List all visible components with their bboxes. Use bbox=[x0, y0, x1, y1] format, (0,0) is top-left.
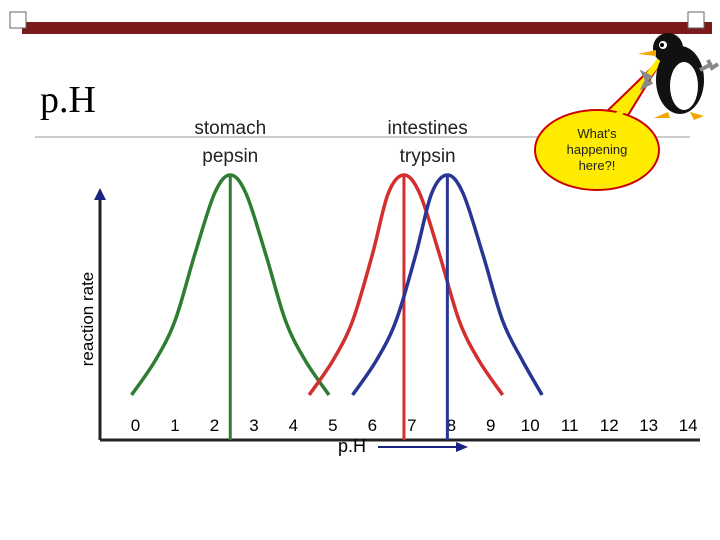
x-tick-label: 0 bbox=[131, 416, 140, 435]
x-tick-label: 9 bbox=[486, 416, 495, 435]
top-bar bbox=[22, 22, 712, 34]
curve-label: trypsin bbox=[400, 146, 456, 167]
x-tick-label: 14 bbox=[679, 416, 698, 435]
x-tick-label: 6 bbox=[368, 416, 377, 435]
bar-square bbox=[687, 11, 705, 29]
y-axis-label: reaction rate bbox=[78, 272, 97, 367]
curve-label: intestines bbox=[387, 118, 467, 139]
penguin bbox=[638, 33, 720, 120]
y-axis-arrow bbox=[94, 188, 106, 200]
x-tick-label: 7 bbox=[407, 416, 416, 435]
x-tick-label: 12 bbox=[600, 416, 619, 435]
bubble-line: What's bbox=[577, 126, 617, 141]
slide-title: p.H bbox=[40, 79, 96, 121]
x-tick-label: 13 bbox=[639, 416, 658, 435]
bar-square bbox=[9, 11, 27, 29]
bubble-line: here?! bbox=[579, 158, 616, 173]
curve-label: pepsin bbox=[202, 146, 258, 167]
x-tick-label: 10 bbox=[521, 416, 540, 435]
x-tick-label: 11 bbox=[561, 416, 579, 435]
x-tick-label: 3 bbox=[249, 416, 258, 435]
x-tick-label: 2 bbox=[210, 416, 219, 435]
x-axis-arrowhead bbox=[456, 442, 468, 452]
curve-label: stomach bbox=[194, 118, 266, 139]
x-tick-label: 1 bbox=[170, 416, 179, 435]
x-axis-label: p.H bbox=[338, 436, 366, 456]
speech-bubble bbox=[534, 109, 660, 191]
x-tick-label: 8 bbox=[447, 416, 456, 435]
bubble-join bbox=[613, 58, 663, 120]
bubble-text: What's happening here?! bbox=[567, 126, 628, 173]
bubble-line: happening bbox=[567, 142, 628, 157]
x-tick-label: 4 bbox=[289, 416, 298, 435]
x-tick-label: 5 bbox=[328, 416, 337, 435]
